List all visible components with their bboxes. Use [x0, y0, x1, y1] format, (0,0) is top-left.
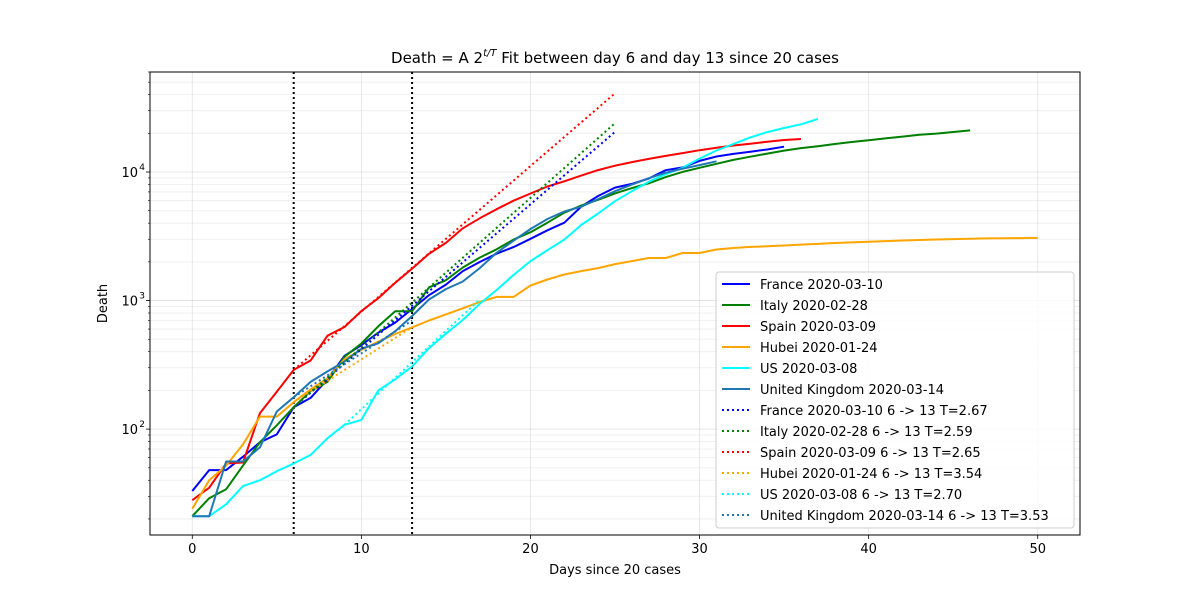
chart-title-main: Death = A 2 [391, 49, 483, 67]
series-line [343, 298, 481, 426]
y-tick-exponent: 3 [139, 292, 145, 302]
x-tick-label: 50 [1029, 542, 1046, 557]
x-tick-label: 0 [188, 542, 196, 557]
series-line [293, 326, 413, 404]
legend-label: Hubei 2020-01-24 [760, 341, 878, 356]
legend-label: Hubei 2020-01-24 6 -> 13 T=3.54 [760, 467, 982, 482]
series-line [293, 92, 616, 371]
legend-label: US 2020-03-08 [760, 362, 857, 377]
chart-title: Death = A 2t/T Fit between day 6 and day… [391, 48, 839, 67]
legend-label: United Kingdom 2020-03-14 6 -> 13 T=3.53 [760, 509, 1049, 524]
y-tick-exponent: 2 [139, 420, 145, 430]
series-layer [191, 92, 1038, 518]
legend-label: Italy 2020-02-28 [760, 299, 868, 314]
vertical-markers [292, 72, 414, 535]
y-tick-label: 10 [121, 295, 138, 310]
legend-label: France 2020-03-10 6 -> 13 T=2.67 [760, 404, 988, 419]
series-line [293, 319, 413, 399]
series-line [192, 160, 717, 518]
series-line [293, 131, 616, 408]
x-tick-label: 10 [353, 542, 370, 557]
y-tick-label: 10 [121, 166, 138, 181]
x-tick-label: 30 [691, 542, 708, 557]
x-tick-label: 40 [860, 542, 877, 557]
legend-label: France 2020-03-10 [760, 278, 883, 293]
y-tick-exponent: 4 [139, 163, 145, 173]
legend-label: Spain 2020-03-09 6 -> 13 T=2.65 [760, 446, 981, 461]
legend-label: US 2020-03-08 6 -> 13 T=2.70 [760, 488, 962, 503]
series-line [293, 122, 616, 408]
x-axis-label: Days since 20 cases [549, 563, 681, 578]
y-axis-label: Death [96, 284, 111, 323]
series-line [192, 118, 819, 518]
series-line [191, 129, 971, 517]
y-tick-label: 10 [121, 423, 138, 438]
legend-label: United Kingdom 2020-03-14 [760, 383, 944, 398]
legend-box [715, 271, 1075, 529]
legend-label: Italy 2020-02-28 6 -> 13 T=2.59 [760, 425, 973, 440]
legend-label: Spain 2020-03-09 [760, 320, 876, 335]
legend: France 2020-03-10 Italy 2020-02-28 Spain 2… [715, 271, 1075, 529]
x-tick-label: 20 [522, 542, 539, 557]
chart-title-superscript: t/T [483, 48, 497, 59]
axes-frame [149, 71, 1081, 536]
chart-title-suffix: Fit between day 6 and day 13 since 20 ca… [496, 49, 839, 67]
